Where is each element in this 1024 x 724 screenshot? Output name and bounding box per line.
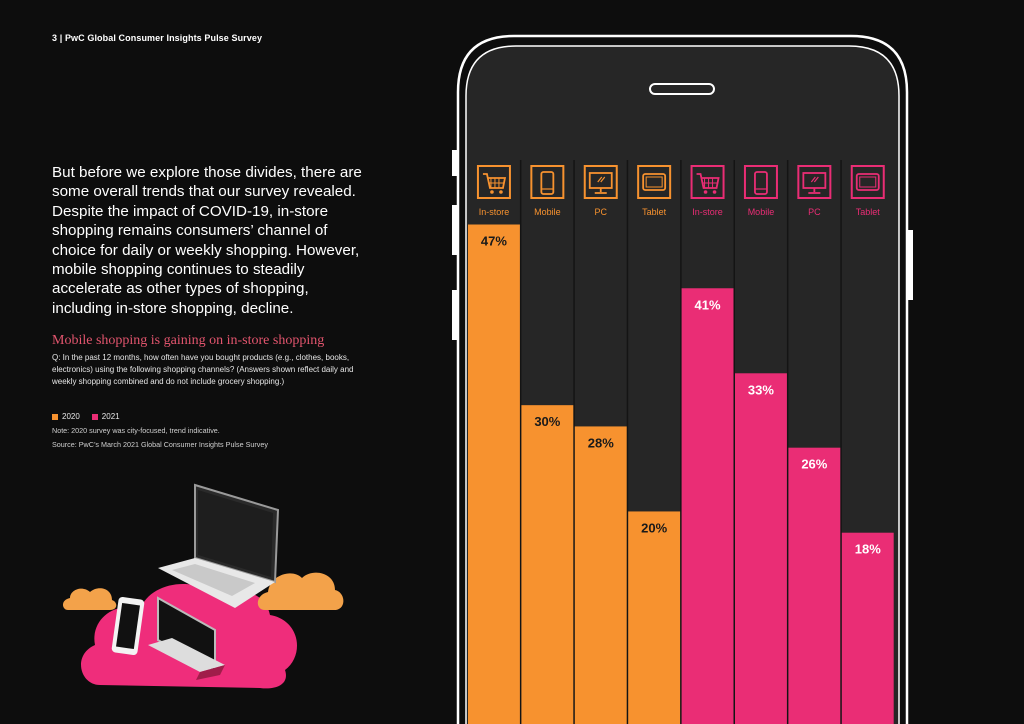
tablet-device-icon [148, 596, 225, 680]
bar-instore-2020 [468, 224, 520, 724]
chart-title: Mobile shopping is gaining on in-store s… [52, 333, 325, 348]
bar-value-label: 41% [695, 297, 721, 312]
laptop-icon [158, 483, 280, 608]
bar-value-label: 18% [855, 542, 881, 557]
phone-speaker [649, 83, 715, 95]
bar-value-label: 28% [588, 435, 614, 450]
pc-icon [583, 165, 618, 199]
chart-icons [476, 165, 885, 199]
category-label: PC [594, 207, 607, 217]
survey-question: Q: In the past 12 months, how often have… [52, 353, 354, 386]
bar-tablet-2020 [628, 511, 681, 724]
pc-icon [797, 165, 832, 199]
bar-pc-2020 [574, 426, 627, 724]
tablet-icon [850, 165, 885, 199]
bar-value-label: 30% [534, 414, 560, 429]
bar-instore-2021 [681, 288, 734, 724]
legend-swatch-2020 [52, 413, 58, 420]
intro-paragraph: But before we explore those divides, the… [52, 164, 362, 317]
report-title: PwC Global Consumer Insights Pulse Surve… [64, 33, 263, 43]
bar-value-label: 20% [641, 520, 667, 535]
chart-legend: 2020 2021 [52, 412, 120, 421]
legend-swatch-2021 [91, 413, 98, 420]
phone-button-left-1 [452, 150, 458, 176]
category-label: In-store [692, 207, 723, 217]
bar-mobile-2020 [521, 405, 574, 724]
category-label: Mobile [534, 207, 561, 217]
category-label: PC [808, 207, 821, 217]
cart-icon [476, 165, 511, 199]
chart-bars [468, 224, 894, 724]
cart-icon [690, 165, 725, 199]
bar-value-label: 26% [801, 457, 827, 472]
category-label: Tablet [642, 207, 667, 217]
category-label: Mobile [748, 207, 775, 217]
phone-button-left-3 [452, 290, 458, 340]
mobile-icon [743, 165, 778, 199]
category-label: Tablet [856, 207, 881, 217]
mobile-icon [530, 165, 565, 199]
bar-value-label: 47% [481, 234, 507, 249]
phone-button-right [907, 230, 913, 300]
bar-value-label: 33% [748, 382, 774, 397]
legend-label-2020: 2020 [62, 412, 80, 421]
chart-source: Source: PwC’s March 2021 Global Consumer… [52, 440, 268, 449]
header-separator: | [59, 33, 63, 43]
devices-illustration [63, 483, 344, 689]
phone-button-left-2 [452, 205, 458, 255]
chart-labels: 47% In-store 30% Mobile 28% PC 20% Tablet 41% In-… [479, 207, 882, 557]
chart-note: Note: 2020 survey was city-focused, tren… [52, 426, 220, 435]
bar-tablet-2021 [841, 532, 894, 724]
phone-device-icon [111, 596, 145, 656]
page-header: 3 | PwC Global Consumer Insights Pulse S… [52, 33, 262, 43]
bar-pc-2021 [788, 447, 841, 724]
bar-mobile-2021 [735, 373, 787, 724]
tablet-icon [637, 165, 672, 199]
category-label: In-store [479, 207, 510, 217]
page-number: 3 [52, 33, 58, 43]
legend-label-2021: 2021 [101, 412, 120, 421]
